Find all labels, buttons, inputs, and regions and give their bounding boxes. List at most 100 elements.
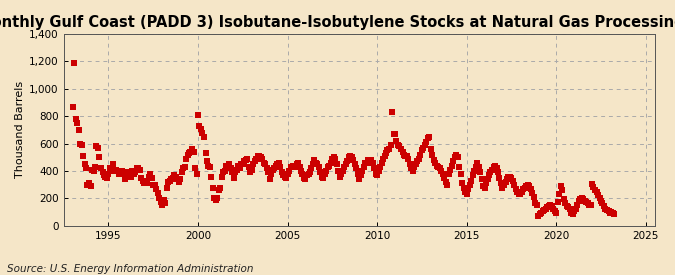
Point [600, 207, 611, 211]
Point [119, 177, 130, 182]
Point [454, 165, 464, 169]
Point [573, 198, 584, 203]
Point [489, 163, 500, 168]
Point [221, 163, 232, 168]
Point [310, 161, 321, 165]
Point [533, 213, 544, 218]
Point [551, 211, 562, 215]
Point [127, 169, 138, 173]
Point [389, 132, 400, 136]
Point [167, 176, 178, 180]
Point [266, 172, 277, 176]
Point [284, 169, 294, 173]
Point [318, 176, 329, 180]
Point [224, 162, 235, 166]
Point [580, 200, 591, 204]
Point [142, 181, 153, 186]
Point [219, 169, 230, 173]
Point [256, 156, 267, 161]
Point [158, 198, 169, 202]
Point [239, 159, 250, 164]
Point [369, 166, 379, 170]
Point [360, 161, 371, 165]
Point [160, 201, 171, 205]
Point [134, 167, 145, 172]
Point [514, 192, 524, 197]
Point [130, 170, 140, 175]
Point [516, 189, 527, 194]
Point [482, 177, 493, 182]
Point [197, 130, 208, 135]
Point [317, 174, 327, 179]
Text: Source: U.S. Energy Information Administration: Source: U.S. Energy Information Administ… [7, 264, 253, 274]
Point [344, 155, 354, 160]
Point [188, 150, 199, 154]
Point [558, 197, 569, 201]
Point [194, 123, 205, 128]
Point [211, 198, 221, 202]
Point [118, 172, 129, 176]
Point [595, 198, 606, 203]
Point [259, 161, 269, 165]
Point [362, 158, 373, 162]
Point [151, 187, 161, 191]
Point [549, 209, 560, 214]
Point [336, 172, 347, 176]
Point [263, 170, 273, 175]
Point [99, 173, 109, 177]
Point [475, 170, 485, 175]
Point [321, 169, 332, 173]
Point [488, 165, 499, 169]
Point [379, 154, 390, 158]
Y-axis label: Thousand Barrels: Thousand Barrels [15, 81, 25, 178]
Point [191, 172, 202, 176]
Point [325, 161, 336, 165]
Point [456, 172, 466, 176]
Point [228, 176, 239, 180]
Point [132, 166, 142, 170]
Point [154, 196, 165, 201]
Point [566, 211, 576, 215]
Point [574, 197, 585, 201]
Point [567, 211, 578, 216]
Point [529, 195, 539, 199]
Point [306, 166, 317, 170]
Point [218, 170, 229, 175]
Point [448, 159, 458, 164]
Point [351, 166, 362, 170]
Point [213, 188, 224, 192]
Point [348, 158, 358, 162]
Point [91, 144, 102, 148]
Point [196, 126, 207, 131]
Point [364, 158, 375, 162]
Point [161, 185, 172, 190]
Point [260, 162, 271, 166]
Point [92, 145, 103, 150]
Point [139, 181, 150, 186]
Point [97, 170, 108, 175]
Point [406, 166, 417, 170]
Point [450, 155, 460, 160]
Point [535, 212, 545, 216]
Point [591, 190, 602, 194]
Point [205, 165, 215, 169]
Point [106, 167, 117, 172]
Point [556, 184, 566, 188]
Point [587, 182, 597, 186]
Point [340, 162, 351, 166]
Point [249, 159, 260, 164]
Point [398, 152, 409, 157]
Point [176, 170, 187, 175]
Point [510, 187, 521, 191]
Point [267, 167, 278, 172]
Point [472, 161, 483, 165]
Point [424, 134, 435, 139]
Point [103, 172, 114, 176]
Point [561, 204, 572, 208]
Point [481, 181, 491, 186]
Point [308, 162, 319, 166]
Point [95, 166, 106, 170]
Point [212, 196, 223, 201]
Point [192, 113, 203, 117]
Point [200, 151, 211, 155]
